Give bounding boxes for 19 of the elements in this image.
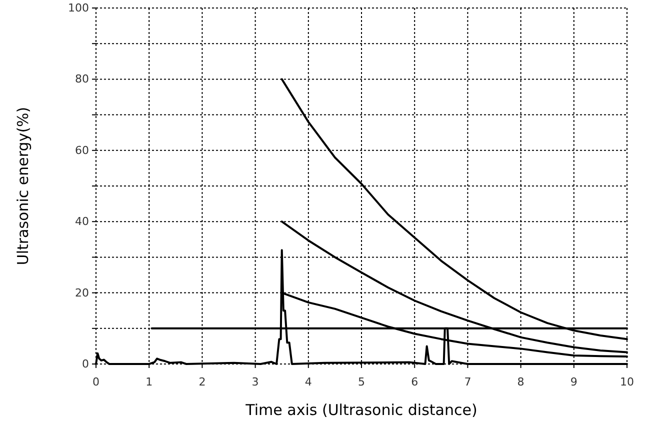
x-tick-label: 8: [517, 375, 524, 388]
x-tick-label: 6: [411, 375, 418, 388]
x-tick-label: 3: [252, 375, 259, 388]
x-tick-label: 7: [464, 375, 472, 388]
x-tick-label: 10: [620, 375, 634, 388]
y-tick-label: 20: [75, 286, 89, 300]
y-tick-label: 60: [75, 144, 89, 157]
y-tick-label: 80: [75, 72, 89, 86]
x-tick-label: 0: [92, 375, 100, 388]
y-axis-title: Ultrasonic energy(%): [14, 106, 32, 266]
x-tick-label: 5: [358, 375, 365, 388]
x-axis-title: Time axis (Ultrasonic distance): [244, 401, 478, 419]
x-tick-label: 1: [146, 375, 153, 388]
y-tick-label: 0: [82, 358, 89, 371]
x-tick-label: 2: [198, 375, 206, 388]
x-tick-label: 9: [570, 375, 578, 388]
x-tick-label: 4: [304, 375, 312, 388]
y-tick-label: 40: [75, 215, 89, 228]
y-tick-label: 100: [68, 2, 89, 15]
